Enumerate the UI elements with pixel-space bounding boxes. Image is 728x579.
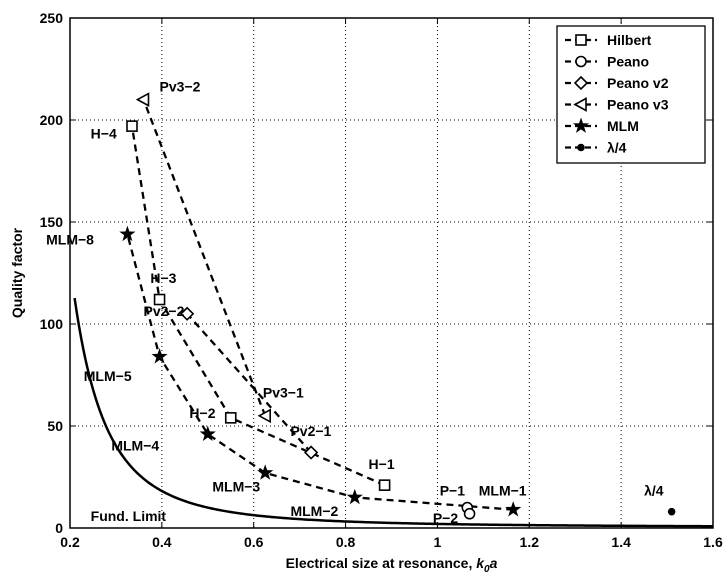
legend-box bbox=[556, 25, 706, 164]
point-annotations: Pv3−2 H−4 MLM−8 H−3 Pv2−2 MLM−5 H−2 MLM−4 Pv3−1 P… bbox=[46, 78, 664, 525]
y-axis-label: Quality factor bbox=[9, 227, 25, 318]
data-point-hilbert bbox=[378, 479, 391, 491]
point-annotation: H−2 bbox=[189, 405, 215, 421]
data-point-4 bbox=[667, 507, 676, 516]
series-lines bbox=[126, 99, 514, 515]
data-point-mlm bbox=[199, 425, 216, 442]
x-tick-label: 0.4 bbox=[152, 534, 172, 550]
point-annotation: Pv2−2 bbox=[143, 303, 184, 319]
series-line-peano-v3 bbox=[142, 99, 267, 417]
point-annotation: H−1 bbox=[369, 456, 395, 472]
point-annotation: MLM−3 bbox=[212, 478, 260, 494]
x-tick-label: 1.6 bbox=[703, 534, 723, 550]
x-axis-label-a: a bbox=[490, 555, 498, 571]
series-markers bbox=[119, 92, 676, 520]
point-annotation: λ/4 bbox=[644, 482, 664, 498]
x-tick-label: 1.2 bbox=[520, 534, 540, 550]
legend-marker bbox=[573, 97, 587, 112]
x-axis-label-k: k bbox=[476, 555, 485, 571]
point-annotation: P−2 bbox=[433, 510, 459, 526]
data-point-mlm bbox=[151, 348, 168, 364]
data-point-mlm bbox=[505, 501, 522, 517]
series-line-mlm bbox=[126, 233, 514, 511]
y-tick-labels: 0 50 100 150 200 250 bbox=[40, 10, 64, 536]
legend-marker bbox=[573, 75, 589, 91]
x-axis-label-sub: 0 bbox=[484, 564, 490, 575]
y-tick-label: 250 bbox=[40, 10, 64, 26]
legend-entry: Hilbert bbox=[607, 32, 652, 48]
legend-marker bbox=[575, 34, 587, 46]
legend-entry: Peano bbox=[607, 54, 649, 70]
data-point-hilbert bbox=[126, 120, 138, 132]
fundamental-limit-curve bbox=[73, 297, 714, 528]
legend: Hilbert Peano Peano v2 Peano v3 MLM λ/4 bbox=[556, 25, 706, 164]
x-tick-label: 0.2 bbox=[60, 534, 80, 550]
data-point-hilbert bbox=[224, 412, 237, 424]
x-axis-label-text: Electrical size at resonance, bbox=[286, 555, 477, 571]
point-annotation: H−4 bbox=[91, 125, 117, 141]
data-point-hilbert bbox=[153, 293, 166, 306]
point-annotation: Pv2−1 bbox=[290, 423, 331, 439]
data-point-mlm bbox=[257, 464, 274, 480]
point-annotation: MLM−5 bbox=[84, 368, 132, 384]
y-tick-label: 200 bbox=[40, 112, 64, 128]
x-tick-label: 0.8 bbox=[336, 534, 356, 550]
y-tick-label: 0 bbox=[55, 520, 63, 536]
point-annotation: MLM−1 bbox=[479, 482, 527, 498]
legend-entry: Peano v3 bbox=[607, 97, 669, 113]
data-point-mlm bbox=[119, 225, 136, 242]
legend-marker bbox=[572, 117, 590, 133]
x-tick-label: 1.4 bbox=[611, 534, 631, 550]
point-annotation: Pv3−1 bbox=[263, 384, 304, 400]
legend-entry: MLM bbox=[607, 118, 639, 134]
data-point-mlm bbox=[346, 488, 363, 505]
legend-entry: Peano v2 bbox=[607, 75, 669, 91]
x-axis-label: Electrical size at resonance, k0a bbox=[286, 555, 498, 575]
point-annotation: MLM−2 bbox=[290, 503, 338, 519]
point-annotation: H−3 bbox=[150, 270, 176, 286]
point-annotation: P−1 bbox=[440, 482, 466, 498]
data-point-peano-v2 bbox=[303, 445, 319, 460]
y-tick-label: 150 bbox=[40, 214, 64, 230]
data-point-peano-v2 bbox=[179, 306, 195, 321]
y-tick-label: 50 bbox=[47, 418, 63, 434]
y-tick-label: 100 bbox=[40, 316, 64, 332]
point-annotation: Pv3−2 bbox=[160, 78, 201, 94]
fundamental-limit-label: Fund. Limit bbox=[91, 508, 167, 524]
plot-frame bbox=[69, 17, 714, 529]
x-tick-label: 1 bbox=[434, 534, 442, 550]
point-annotation: MLM−4 bbox=[111, 437, 159, 453]
x-tick-labels: 0.2 0.4 0.6 0.8 1 1.2 1.4 1.6 bbox=[60, 534, 723, 550]
data-point-peano bbox=[463, 507, 476, 520]
data-point-peano-v3 bbox=[135, 92, 150, 107]
legend-marker bbox=[577, 143, 585, 152]
data-point-peano-v3 bbox=[257, 408, 271, 424]
x-tick-label: 0.6 bbox=[244, 534, 264, 550]
point-annotation: MLM−8 bbox=[46, 231, 94, 247]
legend-entry: λ/4 bbox=[607, 140, 627, 156]
legend-marker bbox=[575, 55, 587, 68]
